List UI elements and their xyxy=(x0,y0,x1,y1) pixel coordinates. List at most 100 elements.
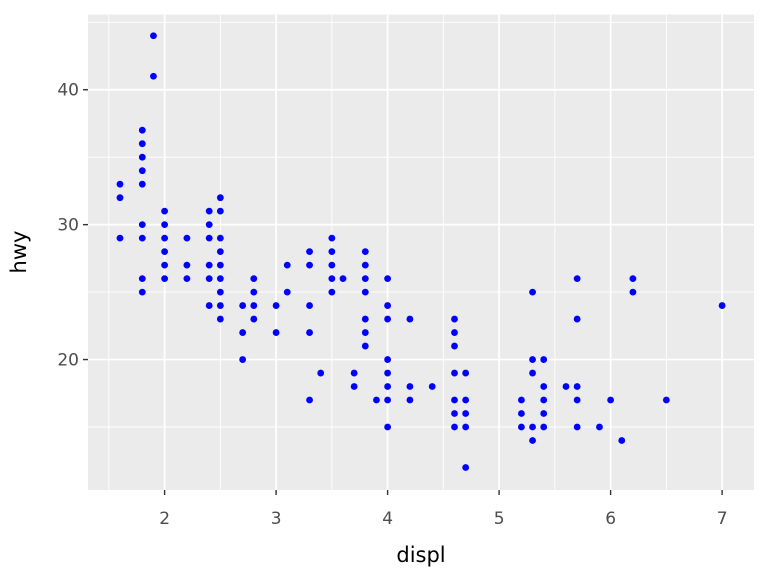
scatter-point xyxy=(216,194,224,202)
scatter-point xyxy=(361,329,369,336)
scatter-point xyxy=(161,221,169,229)
scatter-point xyxy=(306,302,313,309)
scatter-point xyxy=(596,423,603,431)
scatter-point xyxy=(138,167,146,175)
data-points xyxy=(116,32,726,471)
scatter-point xyxy=(384,275,392,283)
scatter-point xyxy=(306,248,313,256)
x-axis-title: displ xyxy=(396,543,445,567)
scatter-point xyxy=(183,275,191,283)
scatter-point xyxy=(451,396,458,404)
scatter-point xyxy=(138,153,146,161)
scatter-point xyxy=(384,423,392,431)
scatter-point xyxy=(161,248,169,256)
scatter-point xyxy=(384,356,392,363)
scatter-point xyxy=(573,423,581,431)
scatter-point xyxy=(183,261,191,269)
scatter-point xyxy=(718,302,726,309)
scatter-point xyxy=(283,288,291,296)
scatter-point xyxy=(451,369,458,377)
scatter-point xyxy=(573,396,581,404)
scatter-point xyxy=(250,275,258,283)
scatter-point xyxy=(216,315,224,323)
scatter-point xyxy=(205,261,213,269)
scatter-point xyxy=(384,383,392,390)
scatter-point xyxy=(361,275,369,283)
scatter-point xyxy=(451,315,458,323)
scatter-point xyxy=(183,234,191,242)
scatter-point xyxy=(216,207,224,215)
scatter-point xyxy=(138,234,146,242)
scatter-point xyxy=(384,396,392,404)
y-axis-tick-label: 40 xyxy=(57,81,79,101)
scatter-point xyxy=(573,315,581,323)
scatter-point xyxy=(462,464,470,471)
scatter-point xyxy=(518,396,525,404)
scatter-point xyxy=(462,423,470,431)
scatter-point xyxy=(451,329,458,336)
scatter-point xyxy=(239,356,247,363)
scatter-point xyxy=(618,437,626,444)
scatter-point xyxy=(328,261,336,269)
scatter-point xyxy=(462,396,470,404)
scatter-point xyxy=(540,410,548,417)
scatter-point xyxy=(328,234,336,242)
scatter-point xyxy=(361,248,369,256)
scatter-point xyxy=(317,369,325,377)
scatter-point xyxy=(529,288,536,296)
scatter-point xyxy=(216,275,224,283)
scatter-point xyxy=(138,180,146,188)
scatter-point xyxy=(205,207,213,215)
axis-tick-marks xyxy=(83,89,723,495)
scatter-point xyxy=(573,383,581,390)
scatter-point xyxy=(540,423,548,431)
scatter-point xyxy=(150,72,157,80)
scatter-point xyxy=(138,140,146,148)
scatter-point xyxy=(116,180,124,188)
x-axis-tick-label: 2 xyxy=(159,509,170,529)
scatter-point xyxy=(216,288,224,296)
scatter-point xyxy=(205,302,213,309)
scatter-point xyxy=(529,356,536,363)
scatter-point xyxy=(250,302,258,309)
scatter-point xyxy=(138,221,146,229)
scatter-point xyxy=(540,396,548,404)
scatter-point xyxy=(462,410,470,417)
scatter-point xyxy=(216,248,224,256)
scatter-point xyxy=(406,396,414,404)
x-axis-tick-label: 7 xyxy=(717,509,728,529)
scatter-point xyxy=(361,261,369,269)
scatter-point xyxy=(384,302,392,309)
scatter-point xyxy=(339,275,347,283)
scatter-point xyxy=(373,396,380,404)
scatter-point xyxy=(518,410,525,417)
scatter-point xyxy=(384,369,392,377)
x-axis-tick-label: 4 xyxy=(382,509,393,529)
scatter-point xyxy=(529,369,536,377)
minor-gridlines xyxy=(88,14,754,490)
scatter-point xyxy=(205,275,213,283)
scatter-point xyxy=(662,396,670,404)
scatter-point xyxy=(116,234,124,242)
scatter-point xyxy=(518,423,525,431)
axis-tick-labels: 2 3 4 5 6 7 20 30 40 xyxy=(57,81,727,529)
scatter-point xyxy=(328,248,336,256)
scatter-point xyxy=(138,275,146,283)
scatter-point xyxy=(406,315,414,323)
scatter-point xyxy=(239,302,247,309)
scatter-point xyxy=(451,423,458,431)
scatter-point xyxy=(272,329,280,336)
x-axis-tick-label: 3 xyxy=(271,509,282,529)
scatter-point xyxy=(161,261,169,269)
scatter-point xyxy=(116,194,124,202)
scatter-point xyxy=(529,423,536,431)
scatter-point xyxy=(283,261,291,269)
scatter-point xyxy=(161,207,169,215)
x-axis-tick-label: 6 xyxy=(605,509,616,529)
scatter-point xyxy=(306,261,313,269)
scatter-point xyxy=(306,329,313,336)
scatter-point xyxy=(350,383,358,390)
scatter-point xyxy=(540,356,548,363)
